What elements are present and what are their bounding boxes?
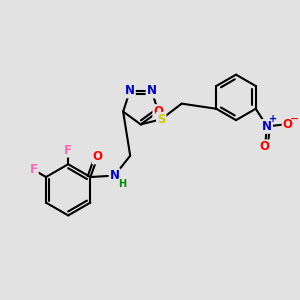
Text: O: O (260, 140, 270, 153)
Text: N: N (125, 85, 135, 98)
Text: O: O (283, 118, 292, 130)
Text: O: O (153, 105, 163, 118)
Text: N: N (262, 120, 272, 133)
Text: N: N (147, 85, 157, 98)
Text: H: H (118, 179, 127, 189)
Text: +: + (269, 114, 278, 124)
Text: S: S (157, 113, 166, 126)
Text: O: O (93, 151, 103, 164)
Text: F: F (64, 144, 72, 157)
Text: F: F (30, 164, 38, 176)
Text: N: N (110, 169, 119, 182)
Text: −: − (290, 114, 299, 124)
